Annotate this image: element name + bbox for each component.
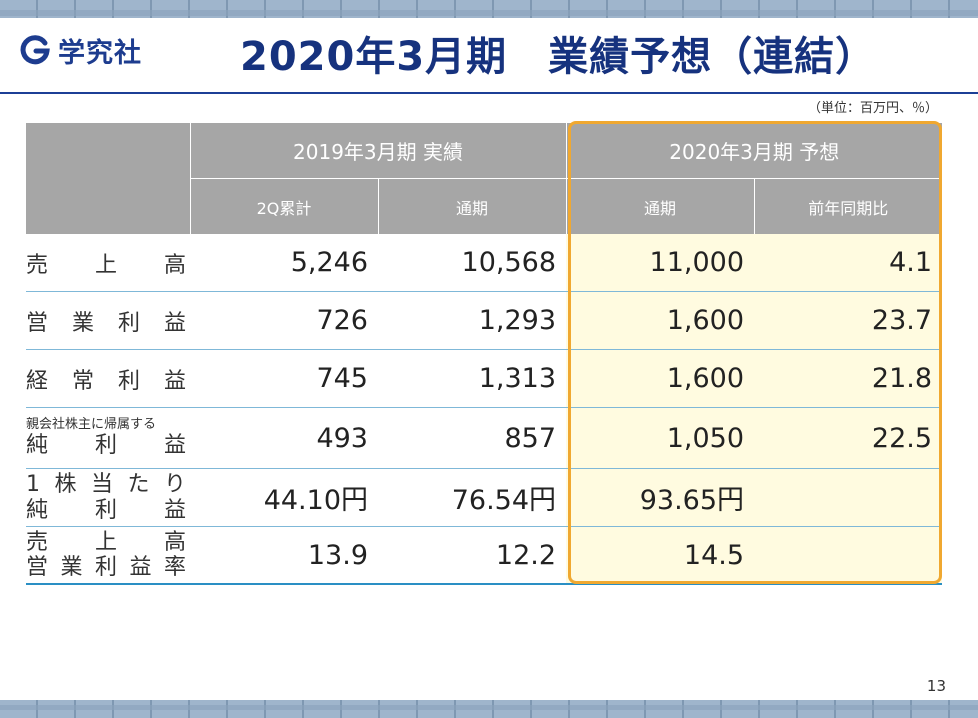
cell-value: 1,050 <box>566 407 755 469</box>
forecast-table: 2019年3月期 実績 2020年3月期 予想 2Q累計 通期 通期 前年同期比… <box>26 123 943 585</box>
top-decorative-stripe <box>0 10 978 16</box>
cell-value: 726 <box>190 291 378 350</box>
label-char: 純 <box>26 432 49 458</box>
row-label: 親会社株主に帰属する 純 利 益 <box>26 407 190 469</box>
label-char: 売 <box>26 252 49 278</box>
label-char: 利 <box>94 555 117 580</box>
label-char: 業 <box>71 310 94 336</box>
label-char: 益 <box>163 432 186 458</box>
label-char: 益 <box>163 310 186 336</box>
cell-value: 1,600 <box>566 349 755 408</box>
header-yoy-ratio: 前年同期比 <box>754 178 943 234</box>
cell-value: 1,293 <box>378 291 567 350</box>
label-small: 親会社株主に帰属する <box>26 416 157 432</box>
cell-value: 857 <box>378 407 567 469</box>
cell-value: 93.65円 <box>566 468 755 527</box>
page-number: 13 <box>926 677 946 695</box>
cell-value: 12.2 <box>378 526 567 585</box>
label-char: 常 <box>71 368 94 394</box>
table-row-operating-margin: 売 上 高 営 業 利 益 率 13.9 12.2 14.5 <box>26 526 943 585</box>
cell-value: 4.1 <box>754 234 943 292</box>
label-char: 高 <box>163 529 186 555</box>
cell-value: 493 <box>190 407 378 469</box>
table-row-eps: 1 株 当 た り 純 利 益 44.10円 76.54円 93.65円 <box>26 468 943 527</box>
cell-value: 5,246 <box>190 234 378 292</box>
company-logo-mark-icon <box>20 35 50 65</box>
label-char: 益 <box>129 555 152 580</box>
label-char: 上 <box>94 252 117 278</box>
cell-value: 21.8 <box>754 349 943 408</box>
label-char: 利 <box>117 368 140 394</box>
table-row-net-income: 親会社株主に帰属する 純 利 益 493 857 1,050 22.5 <box>26 407 943 469</box>
header-full-year-forecast: 通期 <box>566 178 755 234</box>
label-char: 営 <box>26 555 49 580</box>
label-char: 業 <box>60 555 83 580</box>
label-char: 益 <box>163 368 186 394</box>
title-rule <box>0 92 978 94</box>
label-char: 高 <box>163 252 186 278</box>
row-label: 売 上 高 営 業 利 益 率 <box>26 526 190 585</box>
label-char: た <box>127 472 150 498</box>
cell-value: 76.54円 <box>378 468 567 527</box>
header-group-results: 2019年3月期 実績 <box>190 123 567 179</box>
label-char: 利 <box>94 497 117 523</box>
cell-value: 11,000 <box>566 234 755 292</box>
page-title: 2020年3月期 業績予想（連結） <box>240 34 877 80</box>
cell-value: 1,313 <box>378 349 567 408</box>
cell-value <box>754 468 943 527</box>
table-row-ordinary-income: 経 常 利 益 745 1,313 1,600 21.8 <box>26 349 943 408</box>
cell-value: 14.5 <box>566 526 755 585</box>
cell-value: 10,568 <box>378 234 567 292</box>
label-char: 益 <box>163 497 186 523</box>
label-char: 経 <box>26 368 49 394</box>
cell-value: 745 <box>190 349 378 408</box>
row-label: 売 上 高 <box>26 234 190 292</box>
label-char: 株 <box>54 472 77 498</box>
table-row-operating-income: 営 業 利 益 726 1,293 1,600 23.7 <box>26 291 943 350</box>
label-char: 営 <box>26 310 49 336</box>
cell-value: 13.9 <box>190 526 378 585</box>
cell-value: 44.10円 <box>190 468 378 527</box>
header-blank-cell <box>26 123 191 234</box>
label-char: 上 <box>94 529 117 555</box>
company-name: 学究社 <box>58 37 142 69</box>
header-2q-cumulative: 2Q累計 <box>190 178 379 234</box>
company-logo: 学究社 <box>18 30 142 70</box>
label-char: 率 <box>163 555 186 580</box>
cell-value <box>754 526 943 585</box>
label-char: 売 <box>26 529 49 555</box>
label-char: 利 <box>117 310 140 336</box>
row-label: 営 業 利 益 <box>26 291 190 350</box>
row-label: 1 株 当 た り 純 利 益 <box>26 468 190 527</box>
label-char: 1 <box>26 472 40 498</box>
bottom-decorative-stripe <box>0 705 978 710</box>
cell-value: 1,600 <box>566 291 755 350</box>
label-char: 純 <box>26 497 49 523</box>
label-char: 当 <box>90 472 113 498</box>
unit-note: （単位：百万円、％） <box>807 101 938 116</box>
header-group-forecast: 2020年3月期 予想 <box>566 123 943 179</box>
row-label: 経 常 利 益 <box>26 349 190 408</box>
label-char: 利 <box>94 432 117 458</box>
cell-value: 22.5 <box>754 407 943 469</box>
label-char: り <box>163 472 186 498</box>
cell-value: 23.7 <box>754 291 943 350</box>
table-row-net-sales: 売 上 高 5,246 10,568 11,000 4.1 <box>26 234 943 292</box>
header-full-year-results: 通期 <box>378 178 567 234</box>
